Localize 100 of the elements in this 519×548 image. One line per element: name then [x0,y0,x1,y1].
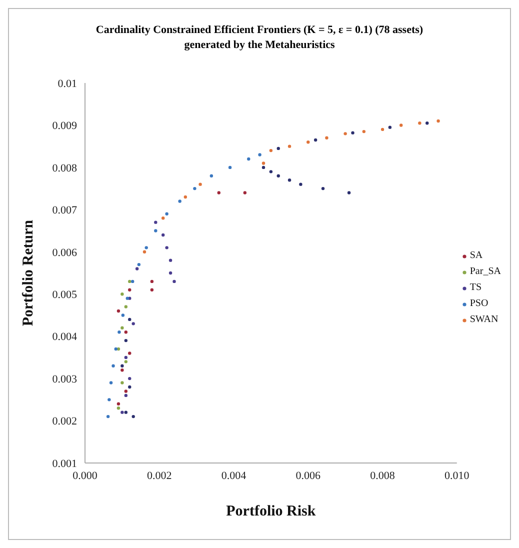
point [128,385,132,389]
point [124,410,128,414]
x-tick-label: 0.008 [370,470,396,482]
point [150,280,154,284]
x-tick-label: 0.004 [221,470,247,482]
point [262,166,266,170]
y-tick-label: 0.003 [52,373,78,386]
point [124,360,128,364]
point [168,271,172,275]
point [228,166,232,170]
point [128,318,132,322]
point [128,376,132,380]
y-tick-label: 0.002 [52,416,77,428]
point [193,186,196,190]
point [116,309,120,313]
point [426,122,429,125]
point [120,326,124,330]
point [142,250,146,254]
x-axis-title: Portfolio Risk [226,504,316,520]
point [154,229,158,232]
point [124,305,128,308]
y-axis-title: Portfolio Return [20,219,36,326]
point [114,347,118,351]
point [321,186,325,190]
x-tick-label: 0.006 [296,470,321,482]
point [168,258,172,262]
point [120,381,124,384]
point [124,390,128,393]
point [124,394,128,398]
point [269,148,273,152]
point [154,220,158,224]
point [118,330,121,334]
chart-title: Cardinality Constrained Efficient Frontiers (K = 5, ε = 0.1) (78 assets) generated by the Metaheuristics [94,23,424,53]
point [165,246,168,250]
point [116,406,120,410]
point [262,162,266,165]
point [124,356,128,360]
point [132,414,135,418]
y-tick-label: 0.006 [52,246,78,259]
point [121,314,125,317]
point [351,131,354,134]
point [137,262,141,266]
legend-label: TS [468,281,483,295]
point [172,280,176,284]
point [418,122,422,125]
point [150,288,154,292]
point [362,130,366,134]
point [120,364,124,368]
y-tick-label: 0.005 [52,289,78,302]
point [276,174,280,178]
point [314,138,318,142]
y-tick-label: 0.004 [52,331,78,344]
point [106,414,110,418]
point [347,191,351,194]
y-tick-label: 0.001 [52,458,77,470]
point [116,402,120,406]
point [109,381,113,384]
point [243,191,247,194]
y-tick-label: 0.007 [52,204,78,217]
x-tick-label: 0.000 [72,470,98,482]
legend-label: PSO [468,297,490,311]
point [161,233,165,237]
y-tick-label: 0.009 [52,120,78,132]
point [210,174,214,178]
point [288,144,292,148]
y-tick-label: 0.01 [58,78,77,90]
point [126,296,129,300]
legend-label: SA [468,249,484,263]
point [276,146,280,150]
point [344,132,347,136]
point [108,398,111,402]
point [325,136,328,140]
point [399,124,403,127]
point [135,267,139,270]
point [258,153,262,156]
point [178,200,182,203]
point [131,280,134,284]
y-tick-label: 0.008 [52,162,78,174]
point [124,338,128,342]
point [120,368,124,372]
point [299,182,302,186]
point [124,330,128,334]
point [436,119,440,123]
point [380,128,384,132]
point [112,364,115,368]
point [269,170,273,174]
point [165,212,168,216]
point [128,352,132,355]
legend-label: Par_SA [468,265,501,279]
point [184,195,188,199]
point [128,280,132,284]
point [288,178,292,182]
point [217,191,220,194]
legend-label: SWAN [468,313,500,327]
point [247,157,250,161]
point [198,182,202,186]
x-tick-label: 0.010 [444,470,470,482]
point [388,126,392,129]
point [120,292,124,296]
point [144,246,148,250]
